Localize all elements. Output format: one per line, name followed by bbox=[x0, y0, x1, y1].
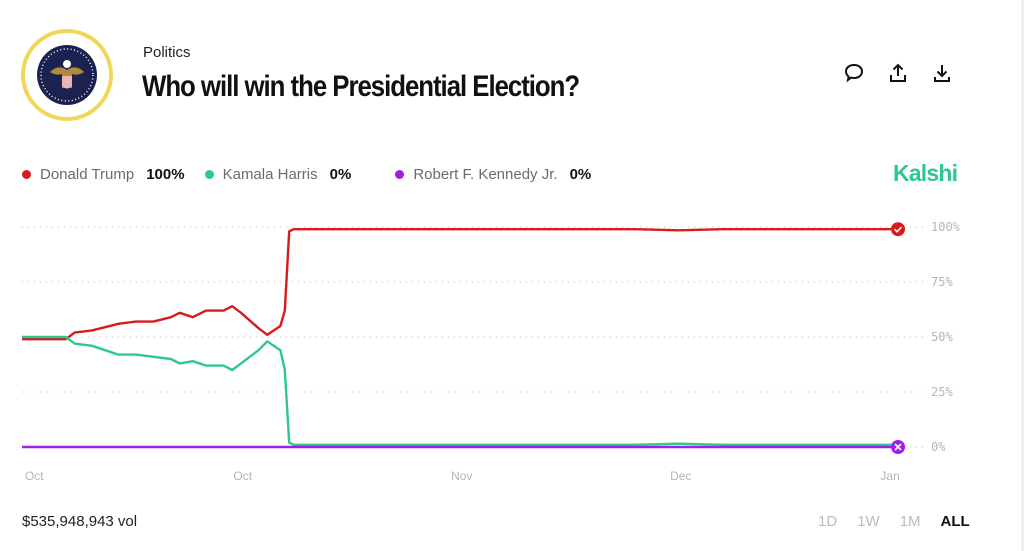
x-icon bbox=[894, 443, 902, 451]
range-1w-button[interactable]: 1W bbox=[857, 513, 880, 530]
check-icon bbox=[893, 226, 903, 233]
time-range-selector: 1D 1W 1M ALL bbox=[818, 513, 970, 530]
share-icon[interactable] bbox=[887, 62, 909, 84]
presidential-seal-logo bbox=[21, 29, 113, 121]
y-tick-label: 75% bbox=[931, 275, 953, 289]
right-edge bbox=[1021, 0, 1024, 551]
legend-dot bbox=[22, 170, 31, 179]
y-tick-label: 100% bbox=[931, 220, 961, 234]
legend-dot bbox=[204, 170, 214, 179]
comment-icon[interactable] bbox=[843, 62, 865, 84]
page-title: Who will win the Presidential Election? bbox=[142, 70, 580, 103]
winner-marker bbox=[891, 222, 905, 237]
series-line-kamala-harris bbox=[22, 335, 898, 446]
legend-item-trump[interactable]: Donald Trump 100% bbox=[22, 166, 185, 183]
kalshi-logo[interactable]: Kalshi bbox=[893, 160, 958, 186]
legend-value: 0% bbox=[569, 166, 592, 183]
legend-item-kennedy[interactable]: Robert F. Kennedy Jr. 0% bbox=[395, 166, 591, 183]
x-tick-label: Oct bbox=[25, 469, 44, 483]
series-line-donald-trump bbox=[22, 228, 898, 341]
action-bar bbox=[843, 62, 953, 84]
y-tick-label: 50% bbox=[931, 330, 953, 344]
chart-legend: Donald Trump 100% Kamala Harris 0% Rober… bbox=[22, 166, 611, 183]
range-1m-button[interactable]: 1M bbox=[899, 513, 921, 530]
market-category[interactable]: Politics bbox=[143, 44, 191, 61]
x-tick-label: Jan bbox=[880, 469, 899, 483]
download-icon[interactable] bbox=[931, 62, 953, 84]
legend-item-harris[interactable]: Kamala Harris 0% bbox=[204, 166, 352, 183]
legend-dot bbox=[395, 170, 405, 179]
legend-name: Kamala Harris bbox=[222, 166, 318, 183]
legend-value: 0% bbox=[329, 166, 352, 183]
legend-value: 100% bbox=[146, 166, 185, 183]
y-tick-label: 25% bbox=[931, 385, 953, 399]
range-all-button[interactable]: ALL bbox=[940, 513, 970, 530]
volume-text: $535,948,943 vol bbox=[22, 513, 138, 530]
y-tick-label: 0% bbox=[931, 440, 946, 454]
range-1d-button[interactable]: 1D bbox=[818, 513, 838, 530]
x-tick-label: Nov bbox=[451, 469, 472, 483]
legend-name: Robert F. Kennedy Jr. bbox=[413, 166, 558, 183]
x-tick-label: Dec bbox=[670, 469, 691, 483]
x-tick-label: Oct bbox=[233, 469, 252, 483]
legend-name: Donald Trump bbox=[40, 166, 135, 183]
